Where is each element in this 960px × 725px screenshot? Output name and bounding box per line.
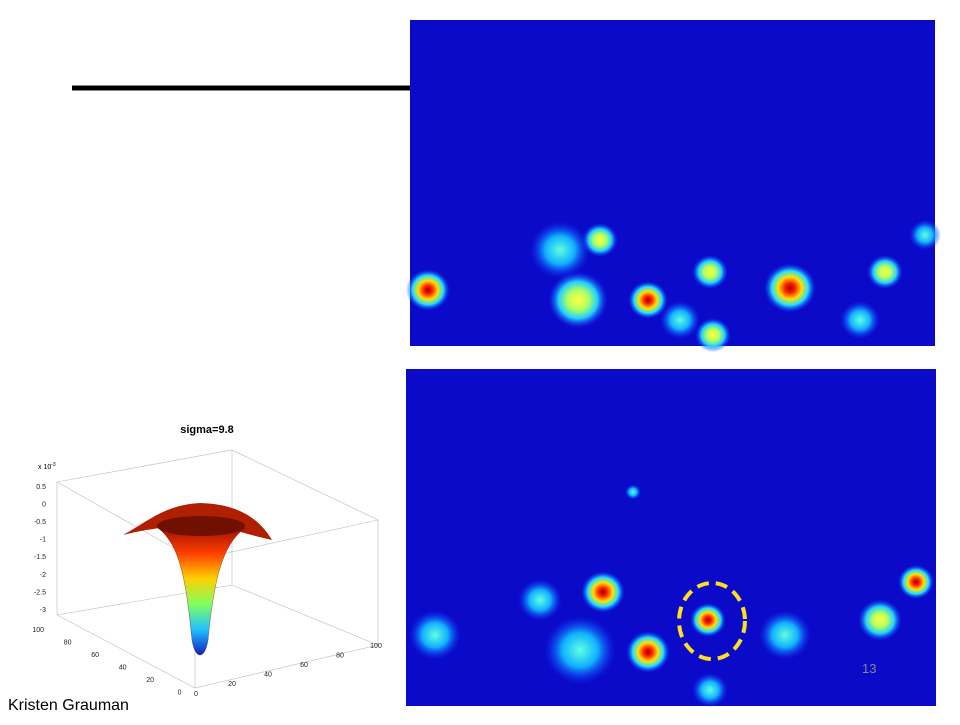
heatmap-bottom: [406, 369, 936, 708]
x-tick-label: 100: [370, 643, 382, 650]
heat-blob: [626, 631, 670, 673]
plot-title: sigma=9.8: [180, 424, 234, 436]
page-number: 13: [862, 661, 876, 676]
y-tick-label: 80: [64, 639, 72, 646]
z-tick-label: -3: [40, 607, 46, 614]
heat-blob: [406, 269, 450, 311]
z-tick-label: -2.5: [34, 589, 46, 596]
heat-blob: [660, 301, 700, 339]
heat-blob: [628, 281, 668, 319]
surface-cone: [157, 527, 246, 656]
y-tick-label: 100: [32, 627, 44, 634]
y-tick-label: 20: [146, 677, 154, 684]
z-scale-exponent: -3: [51, 462, 56, 468]
heat-blob: [692, 672, 728, 708]
x-tick-label: 0: [194, 691, 198, 698]
heat-blob: [548, 271, 608, 329]
z-tick-label: 0.5: [36, 484, 46, 491]
plot-box: [56, 449, 379, 689]
z-tick-label: -0.5: [34, 519, 46, 526]
heat-blob: [530, 221, 590, 279]
heat-blob: [625, 484, 641, 500]
y-tick-label: 40: [119, 664, 127, 671]
heat-blob: [690, 602, 726, 638]
heat-blob: [898, 564, 934, 600]
heatmap-background: [410, 20, 935, 346]
x-tick-label: 20: [228, 681, 236, 688]
y-tick-label: 0: [178, 689, 182, 696]
surface-rim: [157, 516, 245, 536]
heat-blob: [582, 222, 618, 258]
heat-blob: [518, 579, 562, 621]
heat-blob: [759, 610, 811, 660]
z-tick-label: -1.5: [34, 554, 46, 561]
heatmap-background: [406, 369, 936, 706]
heat-blob: [867, 254, 903, 290]
heat-blob: [858, 599, 902, 641]
heat-blob: [692, 254, 728, 290]
heatmap-top: [406, 20, 941, 353]
z-scale: x 10-3: [38, 462, 56, 471]
x-tick-label: 60: [300, 662, 308, 669]
heat-blob: [544, 615, 616, 685]
detection-circle: [677, 581, 747, 661]
heat-blob: [840, 301, 880, 339]
heat-blob: [581, 571, 625, 613]
x-tick-label: 40: [264, 672, 272, 679]
z-tick-label: -2: [40, 572, 46, 579]
surface-plot: [56, 449, 379, 689]
heat-blob: [695, 317, 731, 353]
author: Kristen Grauman: [8, 697, 129, 714]
heat-blob: [909, 219, 941, 251]
y-tick-label: 60: [91, 652, 99, 659]
z-tick-label: 0: [42, 501, 46, 508]
z-scale-base: x 10: [38, 464, 51, 471]
z-tick-label: -1: [40, 537, 46, 544]
heat-blob: [409, 610, 461, 660]
heat-blob: [764, 263, 816, 313]
x-tick-label: 80: [336, 652, 344, 659]
